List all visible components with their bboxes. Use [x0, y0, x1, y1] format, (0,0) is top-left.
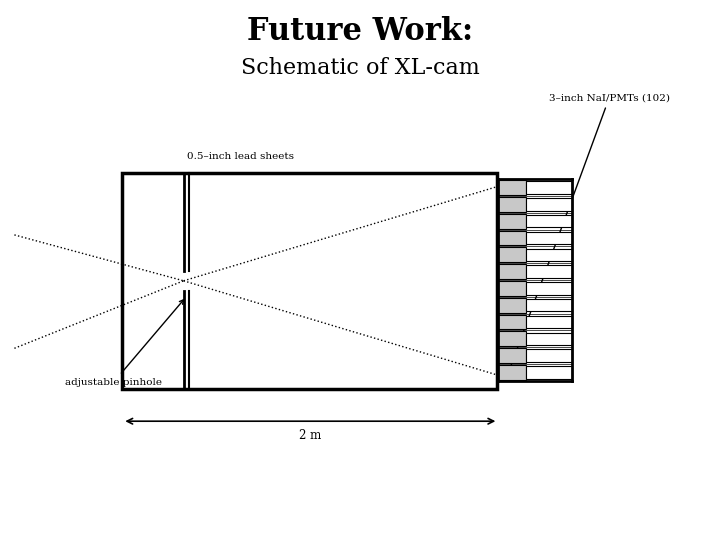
Bar [498, 365, 526, 380]
Bar [498, 315, 526, 329]
Bar [526, 282, 572, 295]
Bar [498, 298, 526, 313]
Bar [526, 215, 572, 227]
Bar [498, 197, 526, 212]
Bar [498, 332, 526, 346]
Text: Future Work:: Future Work: [247, 16, 473, 47]
Bar [526, 333, 572, 345]
Text: adjustable pinhole: adjustable pinhole [65, 300, 184, 387]
Bar [498, 348, 526, 363]
Bar [526, 366, 572, 379]
Bar [526, 232, 572, 244]
Bar [498, 180, 526, 195]
Bar [526, 299, 572, 312]
Bar [498, 281, 526, 296]
Bar [526, 198, 572, 211]
Bar [122, 173, 497, 389]
Bar [498, 264, 526, 279]
Bar [526, 248, 572, 261]
Bar [526, 349, 572, 362]
Text: 0.5–inch lead sheets: 0.5–inch lead sheets [187, 152, 294, 161]
Text: 2 m: 2 m [300, 429, 321, 442]
Bar [526, 316, 572, 328]
Bar [526, 181, 572, 194]
Text: Schematic of XL-cam: Schematic of XL-cam [240, 57, 480, 79]
Bar [498, 247, 526, 262]
Bar [498, 231, 526, 245]
Bar [498, 214, 526, 228]
Text: 3–inch NaI/PMTs (102): 3–inch NaI/PMTs (102) [508, 93, 670, 374]
Bar [526, 265, 572, 278]
